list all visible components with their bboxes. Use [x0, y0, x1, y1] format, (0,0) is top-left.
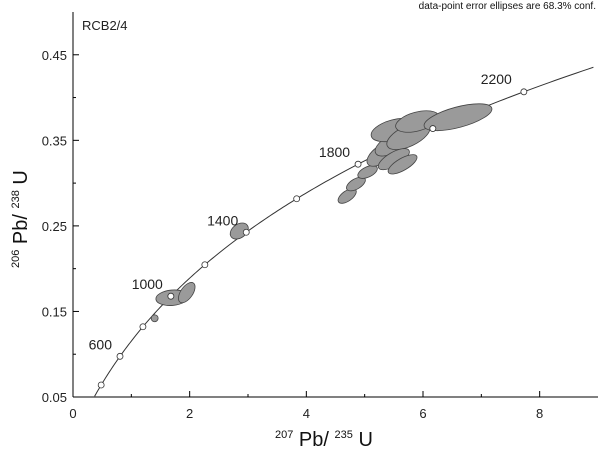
concordia-curve: [94, 66, 594, 397]
age-marker: [116, 352, 124, 360]
age-marker: [354, 160, 362, 168]
age-label: 1800: [319, 144, 350, 160]
error-ellipse: [346, 176, 366, 192]
y-axis-base1: Pb/: [10, 214, 32, 244]
x-tick-label: 0: [69, 406, 76, 421]
error-ellipse: [178, 282, 196, 304]
x-tick-label: 6: [419, 406, 426, 421]
error-ellipse: [357, 165, 378, 179]
age-marker: [520, 88, 528, 96]
x-axis-sup2: 235: [335, 429, 353, 441]
y-tick-label: 0.15: [42, 304, 67, 319]
y-tick-label: 0.35: [42, 133, 67, 148]
x-tick-label: 8: [536, 406, 543, 421]
y-axis-sup1: 206: [10, 250, 22, 268]
error-ellipse: [150, 314, 159, 323]
confidence-note: data-point error ellipses are 68.3% conf…: [419, 1, 596, 12]
error-ellipse: [423, 103, 493, 132]
x-tick-label: 2: [186, 406, 193, 421]
age-marker: [429, 125, 437, 132]
age-marker: [139, 323, 147, 331]
error-ellipse: [387, 154, 418, 175]
x-tick-label: 4: [303, 406, 310, 421]
age-marker: [167, 292, 175, 300]
age-label: 1000: [132, 276, 163, 292]
age-label: 600: [89, 336, 113, 352]
y-axis-title: 206 Pb/ 238 U: [2, 170, 32, 268]
x-axis-title: 207 Pb/ 235 U: [275, 421, 373, 450]
y-axis-base2: U: [10, 170, 32, 184]
age-label: 2200: [481, 71, 512, 87]
x-axis-sup1: 207: [275, 429, 293, 441]
x-axis-base2: U: [358, 429, 372, 450]
age-marker: [242, 228, 250, 236]
age-marker: [201, 261, 209, 269]
error-ellipse: [229, 222, 249, 240]
age-label: 1400: [207, 212, 238, 228]
y-tick-label: 0.25: [42, 219, 67, 234]
age-marker: [293, 195, 301, 203]
y-axis-sup2: 238: [10, 190, 22, 208]
x-axis-base1: Pb/: [299, 429, 329, 450]
age-marker: [97, 381, 105, 389]
y-tick-label: 0.45: [42, 48, 67, 63]
y-tick-label: 0.05: [42, 390, 67, 405]
sample-label: RCB2/4: [82, 18, 128, 33]
